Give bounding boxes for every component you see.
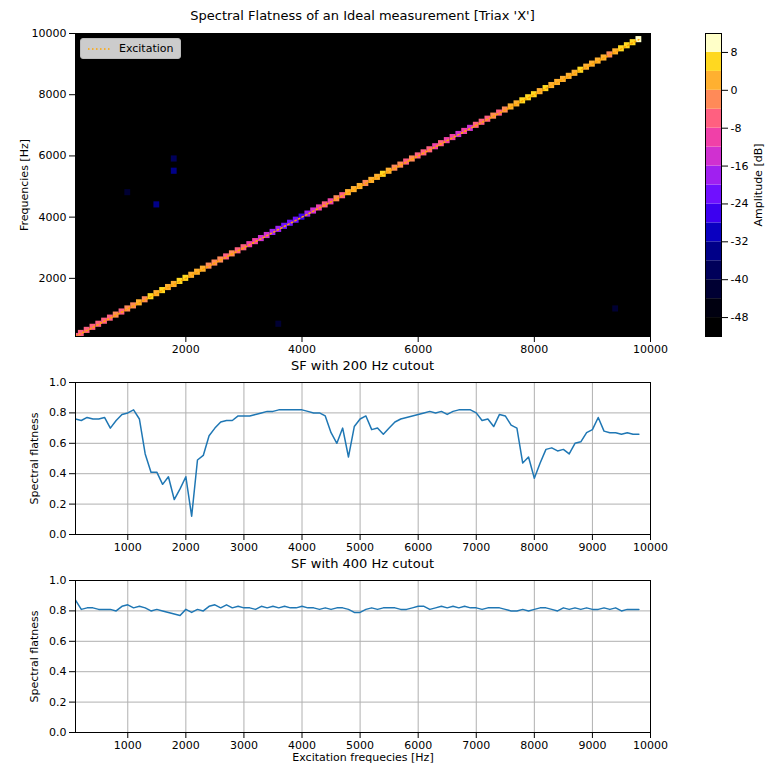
svg-text:1000: 1000 (114, 541, 142, 554)
svg-text:8000: 8000 (39, 88, 67, 101)
svg-text:Excitation frequecies [Hz]: Excitation frequecies [Hz] (292, 751, 433, 764)
svg-text:8: 8 (731, 46, 738, 59)
svg-text:7000: 7000 (462, 541, 490, 554)
svg-text:4000: 4000 (39, 211, 67, 224)
svg-text:10000: 10000 (32, 27, 67, 40)
svg-text:0.2: 0.2 (49, 696, 67, 709)
svg-text:8000: 8000 (520, 739, 548, 752)
svg-text:8000: 8000 (520, 541, 548, 554)
svg-text:3000: 3000 (230, 541, 258, 554)
svg-text:2000: 2000 (172, 739, 200, 752)
svg-text:Spectral flatness: Spectral flatness (28, 412, 41, 504)
svg-text:-40: -40 (731, 273, 749, 286)
svg-text:6000: 6000 (404, 739, 433, 753)
svg-text:0: 0 (731, 84, 738, 97)
svg-text:4000: 4000 (288, 541, 316, 554)
svg-text:Amplitude [dB]: Amplitude [dB] (752, 144, 765, 227)
svg-text:6000: 6000 (404, 541, 432, 554)
svg-text:2000: 2000 (172, 343, 200, 356)
svg-text:9000: 9000 (578, 541, 606, 554)
svg-text:0.2: 0.2 (49, 498, 67, 511)
svg-text:5000: 5000 (346, 739, 375, 753)
svg-text:4000: 4000 (288, 343, 316, 356)
svg-text:1000: 1000 (114, 739, 142, 752)
svg-text:0.4: 0.4 (49, 467, 67, 480)
svg-text:10000: 10000 (633, 541, 668, 554)
svg-text:0.0: 0.0 (49, 726, 67, 739)
svg-text:1.0: 1.0 (49, 574, 67, 587)
svg-text:0.4: 0.4 (49, 665, 67, 678)
svg-text:-24: -24 (731, 197, 749, 210)
html-text:Spectral Flatness of an Ideal: Spectral Flatness of an Ideal measuremen… (190, 8, 535, 23)
svg-text:5000: 5000 (346, 541, 374, 554)
svg-text:0.8: 0.8 (49, 604, 67, 617)
svg-text:2000: 2000 (172, 541, 200, 554)
svg-text:-48: -48 (731, 311, 749, 324)
svg-text:4000: 4000 (288, 739, 316, 753)
svg-text:0.6: 0.6 (49, 635, 67, 648)
svg-text:9000: 9000 (578, 739, 606, 752)
svg-text:0.6: 0.6 (49, 437, 67, 450)
svg-text:Spectral flatness: Spectral flatness (28, 610, 41, 702)
svg-text:3000: 3000 (230, 739, 258, 752)
svg-text:-32: -32 (731, 235, 749, 248)
svg-text:-8: -8 (731, 122, 742, 135)
html-text:SF with 400 Hz cutout: SF with 400 Hz cutout (291, 556, 434, 571)
svg-text:2000: 2000 (39, 272, 67, 285)
svg-text:0.0: 0.0 (49, 528, 67, 541)
svg-text:10000: 10000 (633, 343, 668, 356)
html-text:SF with 200 Hz cutout: SF with 200 Hz cutout (291, 358, 434, 373)
html-text:Excitation: Excitation (119, 42, 174, 55)
svg-text:-16: -16 (731, 160, 749, 173)
svg-text:8000: 8000 (520, 343, 548, 356)
svg-text:7000: 7000 (462, 739, 490, 752)
svg-text:0.8: 0.8 (49, 406, 67, 419)
svg-text:Frequencies [Hz]: Frequencies [Hz] (18, 139, 31, 231)
svg-text:10000: 10000 (633, 739, 668, 752)
svg-text:6000: 6000 (39, 149, 67, 162)
svg-text:6000: 6000 (404, 343, 432, 356)
svg-text:1.0: 1.0 (49, 376, 67, 389)
